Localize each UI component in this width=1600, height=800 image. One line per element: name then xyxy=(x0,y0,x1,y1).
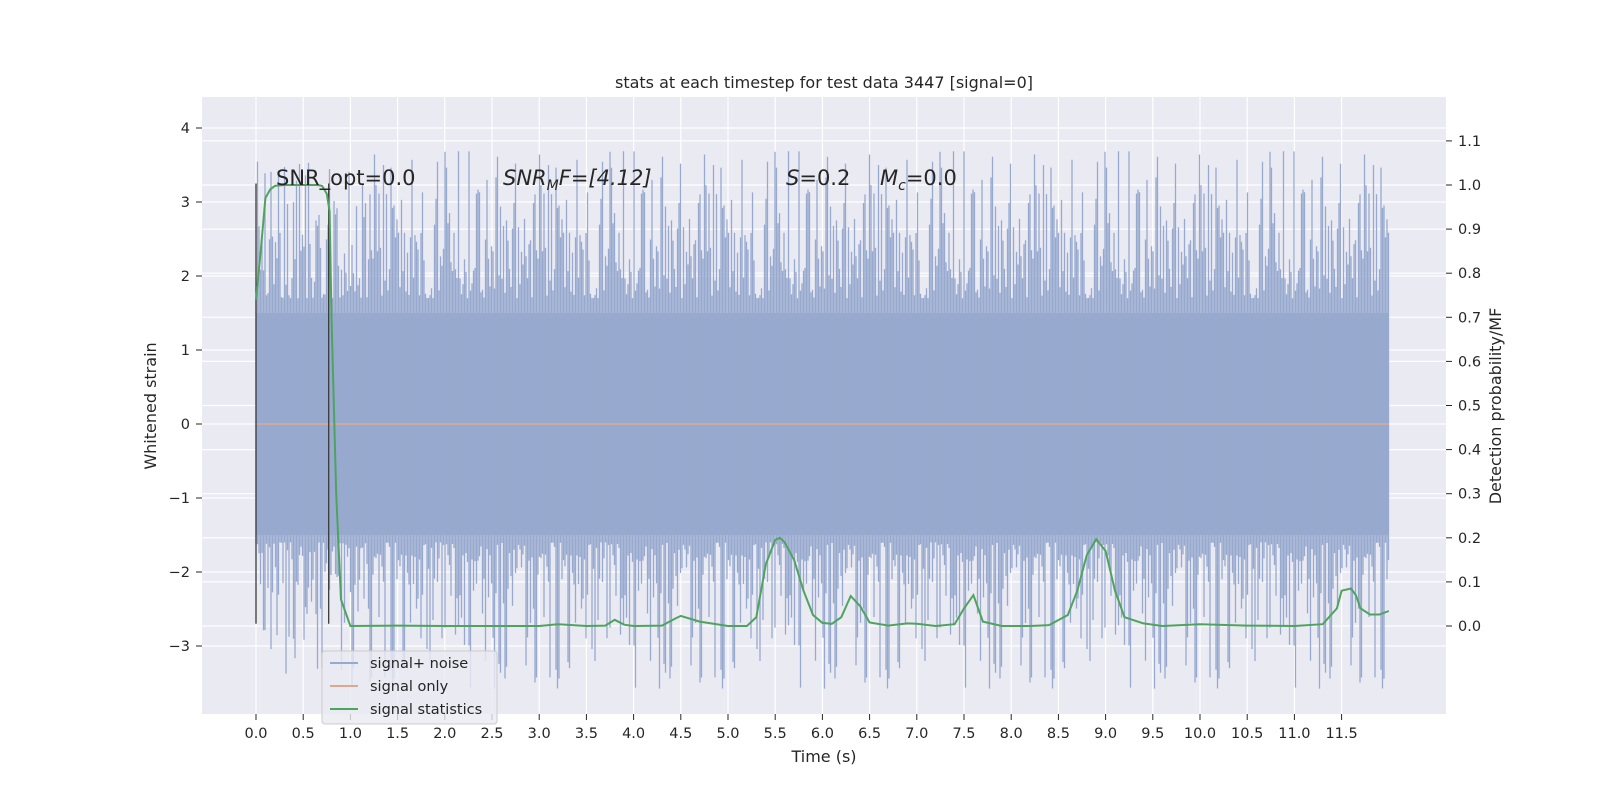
legend: signal+ noise signal only signal statist… xyxy=(321,650,498,725)
y2-axis-ticks: 1.1 1.0 0.9 0.8 0.7 0.6 0.5 0.4 0.3 0.2 0.1 0.0 xyxy=(1446,134,1481,635)
x-tick-label-4: 2.0 xyxy=(433,726,456,742)
x-axis-ticks: 0.0 0.5 1.0 1.5 2.0 2.5 3.0 3.5 4.0 4.5 5.0 5.5 6.0 6… xyxy=(244,714,1358,742)
x-tick-label-0: 0.0 xyxy=(244,726,267,742)
y2-tick-label-4: 0.7 xyxy=(1458,310,1481,326)
y-tick-label-6: −2 xyxy=(169,565,190,581)
annotation-mc-rest: =0.0 xyxy=(906,166,957,190)
x-tick-label-7: 3.5 xyxy=(575,726,598,742)
x-tick-label-10: 5.0 xyxy=(716,726,739,742)
y2-tick-label-0: 1.1 xyxy=(1458,134,1481,150)
legend-label-signal-noise: signal+ noise xyxy=(370,656,468,672)
y2-tick-label-8: 0.3 xyxy=(1458,487,1481,503)
annotation-mc-main: M xyxy=(880,166,898,190)
annotation-snr-mf-sub: M xyxy=(547,178,559,194)
legend-box xyxy=(321,650,498,725)
annotation-s-rest: =0.2 xyxy=(799,166,850,190)
y2-tick-label-11: 0.0 xyxy=(1458,619,1481,635)
legend-label-signal-only: signal only xyxy=(370,679,449,695)
y2-tick-label-5: 0.6 xyxy=(1458,354,1481,370)
y2-tick-label-9: 0.2 xyxy=(1458,531,1481,547)
x-tick-label-17: 8.5 xyxy=(1047,726,1070,742)
y-axis-label: Whitened strain xyxy=(141,342,160,469)
x-tick-label-22: 11.0 xyxy=(1278,726,1310,742)
annotation-mc: Mc=0.0 xyxy=(880,166,957,194)
x-tick-label-18: 9.0 xyxy=(1094,726,1117,742)
y2-tick-label-7: 0.4 xyxy=(1458,443,1481,459)
x-tick-label-13: 6.5 xyxy=(858,726,881,742)
x-tick-label-19: 9.5 xyxy=(1141,726,1164,742)
annotation-snr-opt: SNR_opt=0.0 xyxy=(276,166,416,191)
annotation-snr-mf: SNRMF=[4.12] xyxy=(503,166,652,194)
y-tick-label-7: −3 xyxy=(169,639,190,655)
x-tick-label-20: 10.0 xyxy=(1184,726,1216,742)
y2-tick-label-6: 0.5 xyxy=(1458,399,1481,415)
y-tick-label-4: 0 xyxy=(181,417,190,433)
y-tick-label-0: 4 xyxy=(181,121,190,137)
statistics-line xyxy=(255,184,1390,628)
x-tick-label-9: 4.5 xyxy=(669,726,692,742)
x-tick-label-6: 3.0 xyxy=(528,726,551,742)
y2-tick-label-1: 1.0 xyxy=(1458,178,1481,194)
x-axis-label: Time (s) xyxy=(790,747,856,766)
legend-label-signal-statistics: signal statistics xyxy=(370,702,482,718)
x-tick-label-2: 1.0 xyxy=(339,726,362,742)
y-tick-label-1: 3 xyxy=(181,195,190,211)
annotation-s: S=0.2 xyxy=(786,166,850,190)
annotation-snr-mf-rest: F=[4.12] xyxy=(559,166,652,190)
x-tick-label-8: 4.0 xyxy=(622,726,645,742)
y-tick-label-2: 2 xyxy=(181,269,190,285)
y-tick-label-5: −1 xyxy=(169,491,190,507)
x-tick-label-16: 8.0 xyxy=(1000,726,1023,742)
x-tick-label-5: 2.5 xyxy=(480,726,503,742)
vertical-markers xyxy=(255,183,330,624)
chart-title: stats at each timestep for test data 344… xyxy=(615,73,1033,92)
x-tick-label-3: 1.5 xyxy=(386,726,409,742)
x-tick-label-21: 10.5 xyxy=(1231,726,1263,742)
x-tick-label-12: 6.0 xyxy=(811,726,834,742)
y-axis-ticks: 4 3 2 1 0 −1 −2 −3 xyxy=(169,121,202,655)
annotation-snr-mf-main: SNR xyxy=(503,166,547,190)
series-signal-statistics xyxy=(255,184,1390,628)
x-tick-label-15: 7.5 xyxy=(952,726,975,742)
x-tick-label-14: 7.0 xyxy=(905,726,928,742)
x-tick-label-23: 11.5 xyxy=(1325,726,1357,742)
y2-tick-label-2: 0.9 xyxy=(1458,222,1481,238)
y2-tick-label-3: 0.8 xyxy=(1458,266,1481,282)
x-tick-label-11: 5.5 xyxy=(764,726,787,742)
annotation-s-main: S xyxy=(786,166,799,190)
y2-axis-label: Detection probability/MF xyxy=(1486,308,1505,505)
y-tick-label-3: 1 xyxy=(181,343,190,359)
y2-tick-label-10: 0.1 xyxy=(1458,575,1481,591)
x-tick-label-1: 0.5 xyxy=(292,726,315,742)
annotation-mc-sub: c xyxy=(898,178,906,194)
